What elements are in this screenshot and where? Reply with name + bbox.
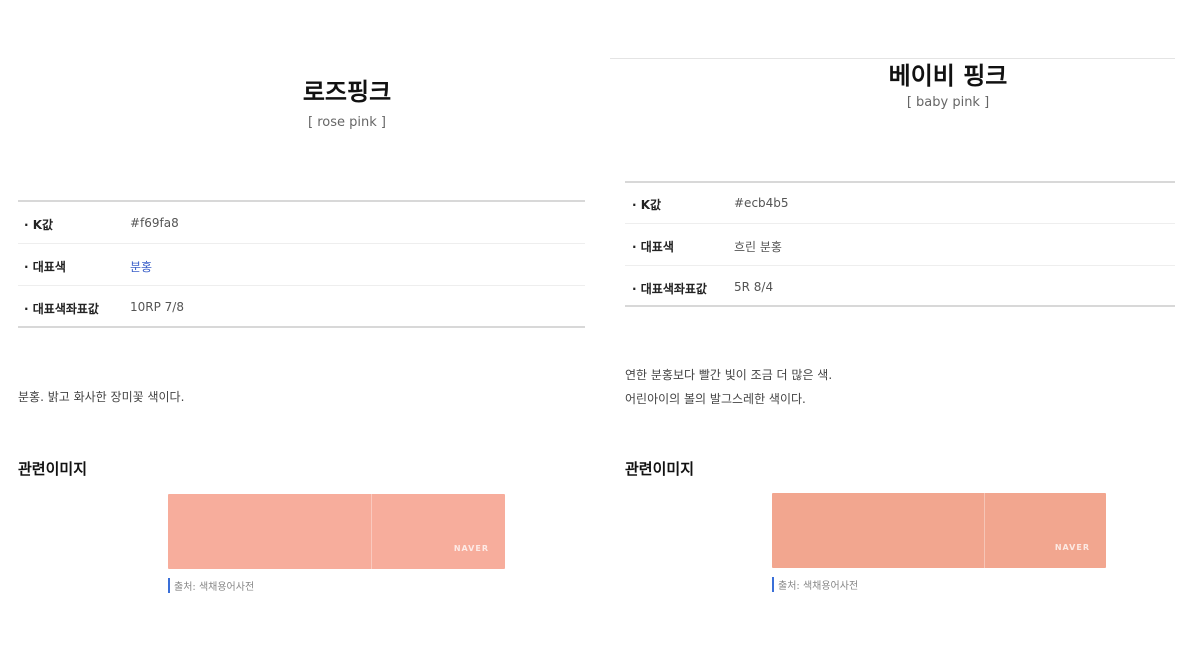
row-label: · K값 (24, 218, 54, 232)
color-title: 로즈핑크 (302, 78, 392, 106)
row-value: #ecb4b5 (734, 196, 789, 210)
row-value: 10RP 7/8 (130, 300, 184, 314)
row-label: · 대표색좌표값 (632, 282, 707, 296)
description-line: 어린아이의 볼의 발그스레한 색이다. (625, 392, 806, 406)
related-images-heading: 관련이미지 (18, 460, 88, 478)
naver-watermark: NAVER (453, 544, 489, 553)
description: 분홍. 밝고 화사한 장미꽃 색이다. (18, 390, 185, 404)
row-value: #f69fa8 (130, 216, 179, 230)
color-subtitle: [ rose pink ] (308, 115, 386, 130)
description-line: 연한 분홍보다 빨간 빛이 조금 더 많은 색. (625, 368, 833, 382)
image-source: 출처: 색채용어사전 (772, 577, 858, 592)
row-value: 5R 8/4 (734, 280, 774, 294)
row-label: · K값 (632, 198, 662, 212)
image-source: 출처: 색채용어사전 (168, 578, 254, 593)
color-subtitle: [ baby pink ] (906, 95, 990, 110)
naver-watermark: NAVER (1054, 543, 1090, 552)
row-label: · 대표색 (632, 240, 674, 254)
row-label: · 대표색좌표값 (24, 302, 99, 316)
row-label: · 대표색 (24, 260, 66, 274)
row-value: 흐린 분홍 (734, 240, 782, 254)
related-image[interactable]: NAVER (772, 493, 1106, 568)
color-title: 베이비 핑크 (888, 62, 1008, 90)
related-images-heading: 관련이미지 (625, 460, 695, 478)
representative-color-link[interactable]: 분홍 (130, 260, 153, 274)
related-image[interactable]: NAVER (168, 494, 505, 569)
